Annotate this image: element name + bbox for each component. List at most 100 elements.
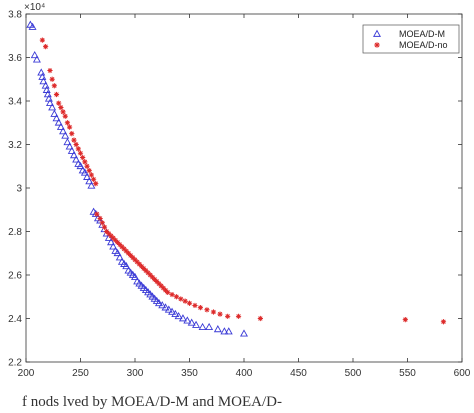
- data-point-asterisk: [94, 211, 100, 217]
- data-point-asterisk: [158, 283, 164, 289]
- data-point-asterisk: [106, 231, 112, 237]
- data-point-asterisk: [104, 228, 110, 235]
- y-tick-label: 2.8: [8, 227, 22, 238]
- data-point-asterisk: [257, 315, 263, 322]
- legend-label: MOEA/D-no: [399, 40, 448, 50]
- data-point-asterisk: [143, 268, 149, 274]
- y-tick-label: 2.6: [8, 271, 22, 282]
- x-tick-label: 500: [345, 368, 362, 379]
- data-point-asterisk: [173, 294, 180, 300]
- plot-area: [26, 14, 462, 362]
- data-point-triangle: [61, 131, 70, 139]
- x-tick-label: 600: [454, 368, 471, 379]
- data-point-asterisk: [75, 146, 81, 152]
- data-point-asterisk: [112, 237, 118, 243]
- data-point-triangle: [113, 248, 122, 257]
- scatter-chart: 200 250 300 350 400 450 500 550 600 2.2 2.4 2.6 2.8 3…: [8, 2, 471, 379]
- data-point-triangle: [168, 307, 177, 315]
- data-point-triangle: [72, 155, 81, 163]
- data-point-asterisk: [123, 248, 129, 254]
- data-point-triangle: [87, 181, 96, 189]
- data-point-asterisk: [64, 120, 71, 126]
- data-point-triangle: [32, 55, 41, 63]
- data-point-triangle: [56, 122, 65, 130]
- data-point-triangle: [161, 303, 170, 311]
- data-point-triangle: [205, 322, 214, 331]
- data-point-asterisk: [402, 316, 408, 323]
- data-point-asterisk: [62, 113, 68, 119]
- legend-box: [362, 24, 460, 54]
- data-point-asterisk: [88, 172, 94, 178]
- data-point-asterisk: [117, 241, 123, 248]
- data-point-triangle: [122, 261, 131, 270]
- data-point-asterisk: [178, 296, 184, 302]
- data-point-triangle: [158, 301, 167, 309]
- data-point-triangle: [131, 272, 139, 281]
- data-point-asterisk: [43, 44, 49, 50]
- data-point-triangle: [39, 77, 48, 85]
- data-point-triangle: [69, 151, 78, 159]
- data-point-asterisk: [82, 159, 88, 165]
- legend-marker-asterisk-icon: [374, 42, 380, 48]
- data-point-asterisk: [210, 309, 217, 315]
- data-point-asterisk: [53, 91, 60, 98]
- x-tick-label: 350: [181, 368, 198, 379]
- data-point-asterisk: [60, 109, 66, 115]
- data-point-triangle: [109, 242, 118, 250]
- data-point-asterisk: [67, 124, 73, 130]
- data-point-triangle: [54, 118, 63, 126]
- data-point-triangle: [45, 98, 54, 107]
- data-point-triangle: [240, 329, 248, 337]
- data-point-triangle: [50, 109, 59, 117]
- data-point-triangle: [154, 298, 163, 307]
- data-point-triangle: [30, 51, 39, 59]
- y-tick-label: 2.2: [8, 358, 22, 369]
- x-tick-label: 450: [290, 368, 307, 379]
- data-point-asterisk: [156, 281, 162, 287]
- data-point-triangle: [104, 233, 113, 241]
- data-point-triangle: [115, 253, 124, 261]
- data-point-triangle: [52, 114, 61, 122]
- x-tick-label: 300: [127, 368, 144, 379]
- legend-label: MOEA/D-M: [399, 29, 445, 39]
- data-point-asterisk: [69, 131, 75, 137]
- data-point-asterisk: [121, 246, 127, 252]
- data-point-asterisk: [132, 257, 138, 263]
- data-point-triangle: [83, 172, 92, 180]
- data-point-asterisk: [110, 235, 116, 241]
- data-point-asterisk: [47, 67, 53, 74]
- data-point-asterisk: [160, 285, 166, 291]
- y-tick-label: 3.4: [8, 97, 22, 108]
- data-point-triangle: [178, 314, 187, 322]
- data-point-asterisk: [128, 252, 134, 259]
- data-point-asterisk: [147, 272, 153, 278]
- data-point-asterisk: [114, 239, 121, 245]
- x-tick-label: 200: [18, 368, 35, 379]
- data-point-asterisk: [90, 176, 97, 182]
- series-moea-d-no: [39, 37, 447, 325]
- data-point-triangle: [224, 327, 233, 335]
- data-point-asterisk: [136, 261, 142, 267]
- y-axis-exponent-label: ×10⁴: [24, 2, 45, 13]
- data-point-triangle: [164, 305, 173, 313]
- data-point-triangle: [213, 325, 222, 333]
- data-point-asterisk: [204, 307, 210, 313]
- data-point-asterisk: [51, 83, 57, 89]
- data-point-asterisk: [169, 291, 175, 298]
- data-point-asterisk: [440, 319, 447, 325]
- data-point-asterisk: [84, 163, 90, 169]
- data-point-asterisk: [73, 141, 79, 148]
- data-point-triangle: [198, 322, 207, 331]
- data-point-triangle: [63, 138, 72, 146]
- y-tick-label: 3.6: [8, 53, 22, 64]
- data-point-asterisk: [186, 300, 193, 306]
- data-point-triangle: [85, 177, 94, 185]
- data-point-asterisk: [97, 215, 103, 222]
- y-tick-label: 3: [16, 184, 22, 195]
- data-point-asterisk: [165, 289, 171, 295]
- data-point-triangle: [67, 146, 76, 154]
- data-point-triangle: [76, 161, 85, 170]
- x-tick-label: 550: [399, 368, 416, 379]
- data-point-asterisk: [101, 224, 108, 230]
